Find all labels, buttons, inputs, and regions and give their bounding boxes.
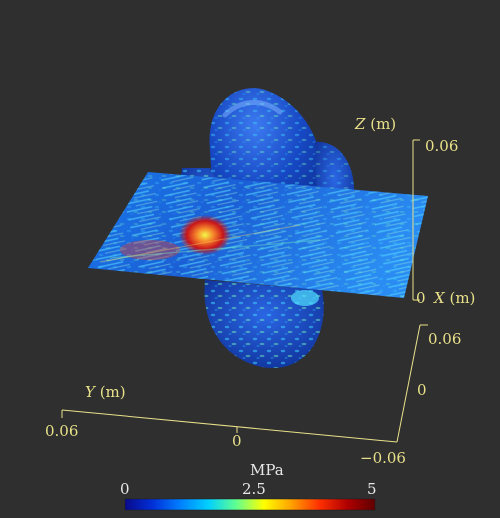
colorbar-mid-label: 2.5 — [242, 480, 266, 498]
x-axis-var: X — [434, 289, 445, 307]
y-tick-mid: 0 — [232, 432, 242, 450]
colorbar — [124, 498, 376, 511]
scatterer-lower-body — [204, 280, 324, 369]
colorbar-min-label: 0 — [120, 480, 130, 498]
y-axis-var: Y — [85, 383, 95, 401]
x-tick-pos: 0.06 — [428, 330, 462, 348]
y-axis-unit: (m) — [99, 383, 126, 401]
x-axis — [396, 324, 428, 443]
x-axis-label: X (m) — [434, 289, 475, 307]
y-axis — [61, 409, 398, 443]
x-tick-neg: −0.06 — [360, 449, 406, 467]
x-axis-unit: (m) — [449, 289, 476, 307]
y-tick-left: 0.06 — [45, 422, 79, 440]
colorbar-title: MPa — [250, 461, 284, 479]
y-axis-label: Y (m) — [85, 383, 126, 401]
z-axis — [412, 139, 420, 301]
pressure-slice-plane — [88, 172, 428, 298]
x-tick-zero: 0 — [416, 289, 426, 307]
x-tick-mid: 0 — [417, 381, 427, 399]
colorbar-max-label: 5 — [367, 480, 377, 498]
z-tick-top: 0.06 — [425, 137, 459, 155]
z-axis-label: Z (m) — [355, 115, 396, 133]
z-axis-var: Z — [355, 115, 366, 133]
z-axis-unit: (m) — [370, 115, 397, 133]
